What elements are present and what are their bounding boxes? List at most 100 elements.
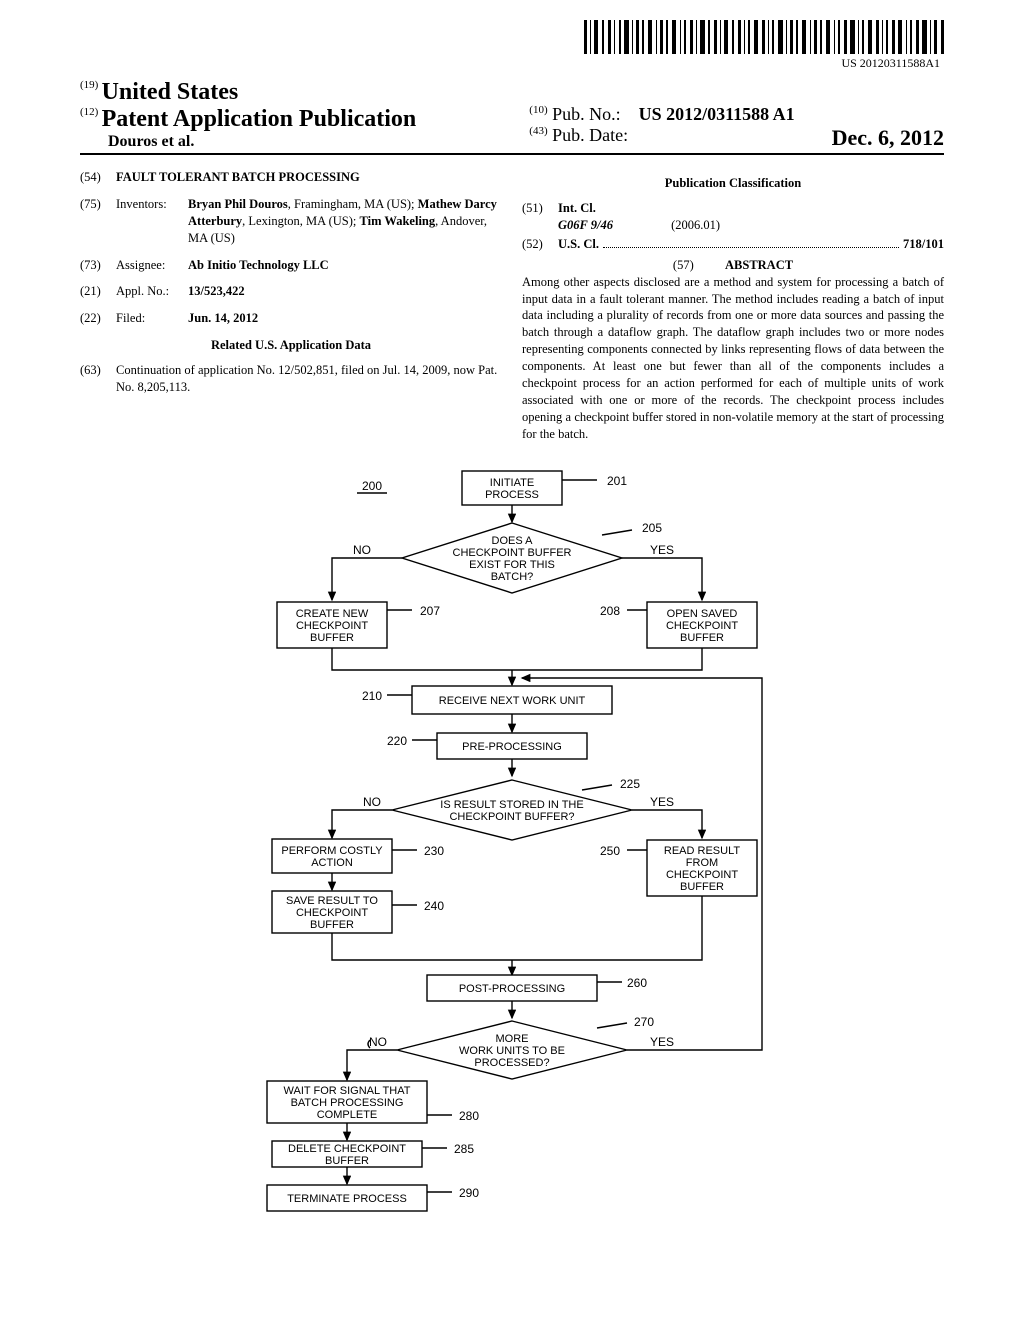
svg-text:WORK UNITS TO BE: WORK UNITS TO BE — [459, 1045, 565, 1057]
code-43: (43) — [529, 125, 547, 137]
svg-text:WAIT FOR SIGNAL THAT: WAIT FOR SIGNAL THAT — [284, 1085, 411, 1097]
svg-text:CHECKPOINT BUFFER: CHECKPOINT BUFFER — [453, 547, 572, 559]
pubdate-label: Pub. Date: — [552, 125, 628, 145]
country: United States — [102, 79, 239, 105]
intcl-label: Int. Cl. — [558, 201, 596, 215]
svg-text:230: 230 — [424, 844, 444, 858]
abstract-code: (57) — [673, 258, 694, 272]
code-10: (10) — [529, 104, 547, 116]
svg-text:CHECKPOINT: CHECKPOINT — [666, 869, 738, 881]
intcl-class: G06F 9/46 — [558, 218, 613, 232]
svg-text:240: 240 — [424, 899, 444, 913]
svg-text:RECEIVE NEXT WORK UNIT: RECEIVE NEXT WORK UNIT — [439, 695, 586, 707]
svg-text:210: 210 — [362, 689, 382, 703]
patent-page: US 20120311588A1 (19) United States (12)… — [0, 0, 1024, 1280]
uscl-code: (52) — [522, 236, 558, 253]
svg-text:260: 260 — [627, 976, 647, 990]
right-column: Publication Classification (51) Int. Cl.… — [522, 169, 944, 442]
inventors-value: Bryan Phil Douros, Framingham, MA (US); … — [188, 196, 502, 247]
related-code: (63) — [80, 362, 116, 396]
svg-text:CHECKPOINT BUFFER?: CHECKPOINT BUFFER? — [449, 811, 574, 823]
svg-text:NO: NO — [353, 543, 371, 557]
svg-text:ACTION: ACTION — [311, 857, 353, 869]
barcode-text: US 20120311588A1 — [80, 56, 944, 71]
related-text: Continuation of application No. 12/502,8… — [116, 362, 502, 396]
svg-text:DELETE CHECKPOINT: DELETE CHECKPOINT — [288, 1143, 406, 1155]
svg-text:MORE: MORE — [496, 1033, 529, 1045]
publication-type: Patent Application Publication — [102, 106, 417, 132]
svg-text:CHECKPOINT: CHECKPOINT — [296, 907, 368, 919]
filed-label: Filed: — [116, 310, 188, 327]
uscl-label: U.S. Cl. — [558, 236, 599, 253]
svg-text:PROCESS: PROCESS — [485, 489, 539, 501]
svg-text:COMPLETE: COMPLETE — [317, 1109, 378, 1121]
pubno-label: Pub. No.: — [552, 104, 621, 124]
flowchart-figure: 200INITIATEPROCESS201DOES ACHECKPOINT BU… — [80, 460, 944, 1250]
applno-code: (21) — [80, 283, 116, 300]
svg-text:285: 285 — [454, 1142, 474, 1156]
svg-text:YES: YES — [650, 543, 674, 557]
svg-text:280: 280 — [459, 1109, 479, 1123]
svg-text:CHECKPOINT: CHECKPOINT — [666, 620, 738, 632]
svg-text:NO: NO — [369, 1035, 387, 1049]
svg-text:201: 201 — [607, 474, 627, 488]
code-19: (19) — [80, 79, 98, 91]
svg-text:CHECKPOINT: CHECKPOINT — [296, 620, 368, 632]
assignee-label: Assignee: — [116, 257, 188, 274]
authors-line: Douros et al. — [108, 133, 194, 150]
svg-text:CREATE NEW: CREATE NEW — [296, 608, 369, 620]
pubno-value: US 2012/0311588 A1 — [639, 104, 795, 124]
svg-text:PERFORM COSTLY: PERFORM COSTLY — [281, 845, 383, 857]
dotfill — [603, 236, 899, 248]
abstract-text: Among other aspects disclosed are a meth… — [522, 274, 944, 443]
svg-text:200: 200 — [362, 479, 382, 493]
svg-text:BUFFER: BUFFER — [310, 919, 354, 931]
classification-heading: Publication Classification — [522, 175, 944, 192]
svg-text:BUFFER: BUFFER — [310, 632, 354, 644]
svg-text:BATCH?: BATCH? — [491, 571, 534, 583]
related-heading: Related U.S. Application Data — [80, 337, 502, 354]
title-code: (54) — [80, 169, 116, 186]
invention-title: FAULT TOLERANT BATCH PROCESSING — [116, 169, 502, 186]
inventors-label: Inventors: — [116, 196, 188, 247]
code-12: (12) — [80, 106, 98, 118]
svg-text:POST-PROCESSING: POST-PROCESSING — [459, 983, 565, 995]
svg-text:270: 270 — [634, 1015, 654, 1029]
uscl-value: 718/101 — [903, 236, 944, 253]
svg-text:INITIATE: INITIATE — [490, 477, 534, 489]
barcode-block — [80, 20, 944, 54]
svg-text:TERMINATE PROCESS: TERMINATE PROCESS — [287, 1193, 407, 1205]
svg-text:205: 205 — [642, 521, 662, 535]
barcode-icon — [584, 20, 944, 54]
svg-text:FROM: FROM — [686, 857, 718, 869]
svg-text:READ RESULT: READ RESULT — [664, 845, 740, 857]
applno-label: Appl. No.: — [116, 283, 188, 300]
svg-text:BUFFER: BUFFER — [680, 632, 724, 644]
svg-text:NO: NO — [363, 795, 381, 809]
svg-text:BUFFER: BUFFER — [680, 881, 724, 893]
header: (19) United States (12) Patent Applicati… — [80, 79, 944, 155]
left-column: (54) FAULT TOLERANT BATCH PROCESSING (75… — [80, 169, 502, 442]
assignee-code: (73) — [80, 257, 116, 274]
svg-text:DOES A: DOES A — [492, 535, 534, 547]
svg-text:SAVE RESULT TO: SAVE RESULT TO — [286, 895, 378, 907]
svg-text:207: 207 — [420, 604, 440, 618]
svg-text:PROCESSED?: PROCESSED? — [474, 1057, 549, 1069]
inventors-code: (75) — [80, 196, 116, 247]
svg-text:PRE-PROCESSING: PRE-PROCESSING — [462, 741, 562, 753]
svg-text:EXIST FOR THIS: EXIST FOR THIS — [469, 559, 555, 571]
abstract-label: ABSTRACT — [725, 258, 793, 272]
filed-code: (22) — [80, 310, 116, 327]
svg-text:BATCH PROCESSING: BATCH PROCESSING — [291, 1097, 404, 1109]
bibliographic-block: (54) FAULT TOLERANT BATCH PROCESSING (75… — [80, 169, 944, 442]
applno-value: 13/523,422 — [188, 283, 502, 300]
flowchart-svg: 200INITIATEPROCESS201DOES ACHECKPOINT BU… — [202, 460, 822, 1250]
filed-value: Jun. 14, 2012 — [188, 310, 502, 327]
intcl-code: (51) — [522, 200, 558, 234]
assignee-value: Ab Initio Technology LLC — [188, 257, 502, 274]
intcl-date: (2006.01) — [671, 218, 720, 232]
svg-text:OPEN SAVED: OPEN SAVED — [667, 608, 738, 620]
svg-text:YES: YES — [650, 795, 674, 809]
pubdate-value: Dec. 6, 2012 — [832, 125, 944, 151]
svg-text:220: 220 — [387, 734, 407, 748]
